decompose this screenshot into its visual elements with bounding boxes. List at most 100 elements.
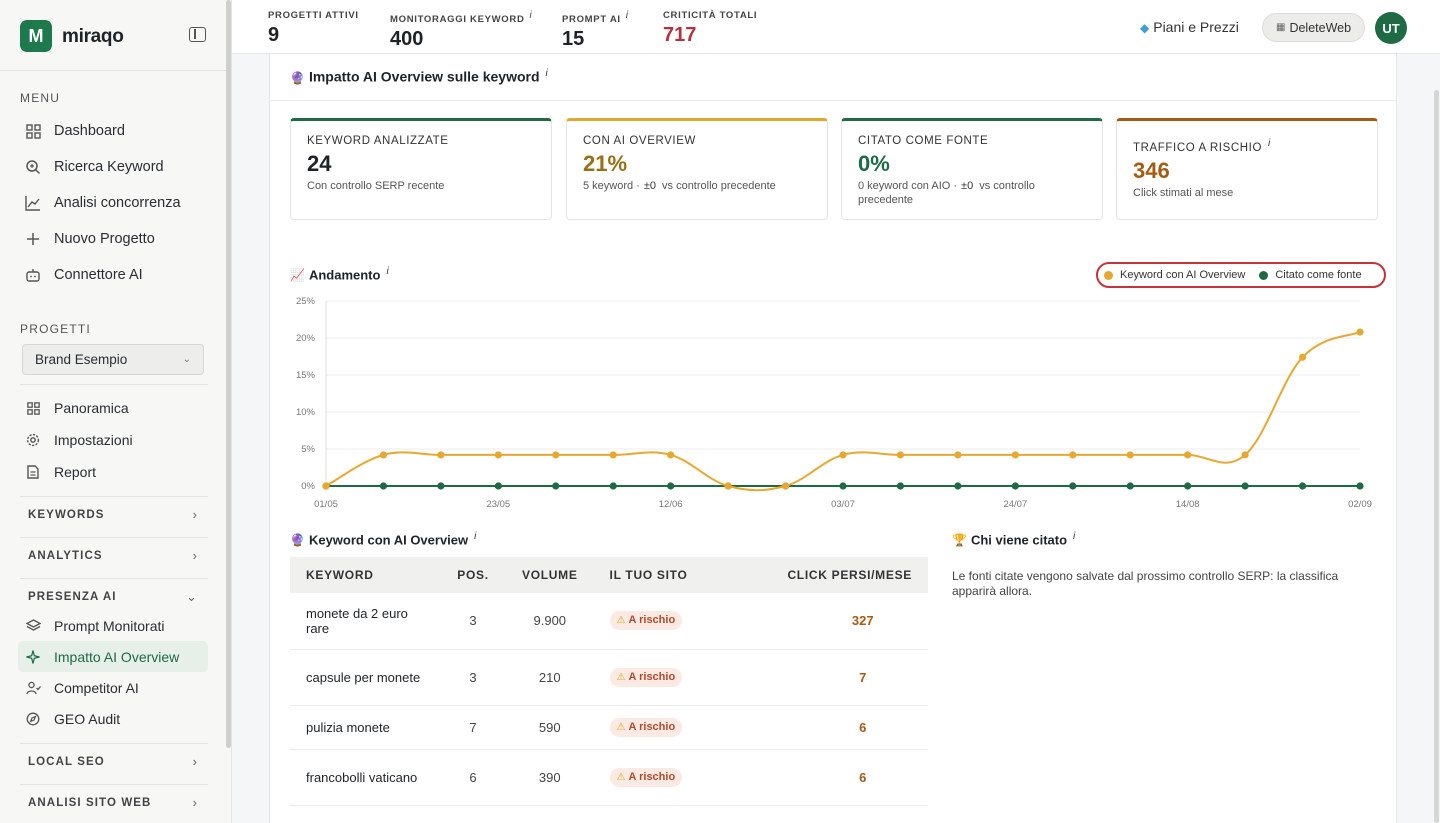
col-keyword[interactable]: KEYWORD	[290, 557, 440, 593]
project-select[interactable]: Brand Esempio ⌄	[22, 344, 204, 375]
data-point	[1241, 482, 1249, 490]
nav-report[interactable]: Report	[20, 457, 208, 487]
cited-note: Le fonti citate vengono salvate dal pros…	[952, 569, 1339, 598]
data-point	[494, 482, 502, 490]
warning-icon: ⚠	[616, 671, 626, 683]
cell-status: ⚠ A rischio	[593, 705, 744, 750]
data-point	[437, 482, 445, 490]
table-row[interactable]: francobolli vaticano 6 390 ⚠ A rischio 6	[290, 749, 928, 806]
projects-section-label: PROGETTI	[20, 322, 91, 336]
info-icon[interactable]: i	[625, 10, 629, 21]
data-point	[1184, 482, 1192, 490]
info-icon[interactable]: i	[1073, 531, 1076, 542]
search-icon	[24, 158, 42, 176]
data-point	[552, 451, 560, 459]
kpi-label: TRAFFICO A RISCHIO i	[1133, 138, 1271, 154]
nav-label: GEO Audit	[54, 711, 121, 727]
stat-label: PROMPT AI i	[562, 10, 629, 26]
avatar[interactable]: UT	[1375, 12, 1407, 44]
cell-status: ⚠ A rischio	[593, 593, 744, 650]
x-tick-label: 24/07	[1003, 499, 1027, 510]
divider	[20, 384, 208, 385]
cell-keyword: monete da 2 euro rare	[290, 593, 440, 650]
group-keywords[interactable]: KEYWORDS ›	[20, 496, 208, 532]
cell-keyword: capsule per monete	[290, 649, 440, 706]
main-panel: 🔮 Impatto AI Overview sulle keyword i KEYW…	[269, 54, 1397, 823]
info-icon[interactable]: i	[529, 10, 533, 21]
document-icon	[24, 463, 42, 481]
nav-impostazioni[interactable]: Impostazioni	[20, 425, 208, 455]
nav-analisi-concorrenza[interactable]: Analisi concorrenza	[20, 188, 208, 218]
nav-ricerca-keyword[interactable]: Ricerca Keyword	[20, 152, 208, 182]
nav-panoramica[interactable]: Panoramica	[20, 393, 208, 423]
table-row[interactable]: capsule per monete 3 210 ⚠ A rischio 7	[290, 649, 928, 706]
trend-title: 📈 Andamento i	[290, 266, 389, 283]
kpi-sub: Click stimati al mese	[1133, 186, 1234, 199]
gear-icon	[24, 431, 42, 449]
col-il-tuo-sito[interactable]: IL TUO SITO	[593, 557, 744, 593]
data-point	[609, 451, 617, 459]
nav-dashboard[interactable]: Dashboard	[20, 116, 208, 146]
nav-prompt-monitorati[interactable]: Prompt Monitorati	[20, 611, 208, 641]
nav-label: Ricerca Keyword	[54, 159, 164, 175]
cell-click-persi: 6	[743, 749, 928, 806]
data-point	[1011, 451, 1019, 459]
data-point	[1298, 353, 1307, 361]
data-point	[322, 482, 330, 490]
x-tick-label: 01/05	[314, 499, 338, 510]
group-analytics[interactable]: ANALYTICS ›	[20, 537, 208, 573]
col-click-persi[interactable]: CLICK PERSI/MESE	[743, 557, 928, 593]
nav-nuovo-progetto[interactable]: Nuovo Progetto	[20, 224, 208, 254]
page-scrollbar[interactable]	[1434, 90, 1439, 823]
data-point	[379, 482, 388, 490]
kpi-value: 21%	[583, 151, 628, 176]
chevron-down-icon: ⌄	[186, 588, 198, 604]
cell-status: ⚠ A rischio	[593, 749, 744, 806]
cell-volume: 590	[506, 705, 594, 750]
nav-geo-audit[interactable]: GEO Audit	[20, 704, 208, 734]
stat-criticita-totali: CRITICITÀ TOTALI 717	[663, 10, 757, 47]
data-point	[1126, 482, 1134, 490]
group-analisi-sito-web[interactable]: ANALISI SITO WEB ›	[20, 784, 208, 820]
col-pos[interactable]: POS.	[440, 557, 506, 593]
robot-icon	[24, 266, 42, 284]
info-icon[interactable]: i	[1268, 138, 1271, 149]
info-icon[interactable]: i	[386, 266, 389, 277]
table-row[interactable]: pulizia monete 7 590 ⚠ A rischio 6	[290, 705, 928, 750]
workspace-chip[interactable]: ▦ DeleteWeb	[1262, 13, 1366, 42]
info-icon[interactable]: i	[545, 68, 548, 79]
legend-dot	[1104, 270, 1113, 280]
group-local-seo[interactable]: LOCAL SEO ›	[20, 743, 208, 779]
table-row[interactable]: monete da 2 euro rare 3 9.900 ⚠ A rischio…	[290, 593, 928, 650]
stat-label: PROGETTI ATTIVI	[268, 10, 359, 21]
nav-impatto-ai-overview[interactable]: Impatto AI Overview	[18, 641, 208, 672]
legend-item-cited[interactable]: Citato come fonte	[1259, 269, 1362, 281]
data-point	[954, 482, 962, 490]
kpi-value: 0%	[858, 151, 890, 176]
warning-icon: ⚠	[616, 721, 626, 733]
cited-title: 🏆 Chi viene citato i	[952, 531, 1076, 548]
group-presenza-ai[interactable]: PRESENZA AI ⌄	[20, 578, 208, 614]
data-point	[379, 451, 388, 459]
cell-volume: 9.900	[506, 593, 594, 650]
sidebar-scrollbar[interactable]	[226, 0, 231, 748]
status-badge: ⚠ A rischio	[609, 717, 683, 737]
plans-link[interactable]: ◆ Piani e Prezzi	[1140, 19, 1239, 35]
data-point	[896, 482, 905, 490]
cell-volume: 210	[506, 649, 594, 706]
sidebar-toggle-icon[interactable]	[189, 27, 206, 42]
kpi-value: 24	[307, 151, 332, 176]
nav-label: Dashboard	[54, 123, 125, 139]
kpi-label: CITATO COME FONTE	[858, 135, 989, 147]
col-volume[interactable]: VOLUME	[506, 557, 594, 593]
nav-competitor-ai[interactable]: Competitor AI	[20, 673, 208, 703]
data-point	[552, 482, 560, 490]
info-icon[interactable]: i	[474, 531, 477, 542]
layers-icon	[24, 617, 42, 635]
nav-connettore-ai[interactable]: Connettore AI	[20, 260, 208, 290]
x-tick-label: 02/09	[1348, 499, 1372, 510]
legend-item-aio[interactable]: Keyword con AI Overview	[1104, 269, 1245, 281]
cell-status: ⚠ A rischio	[593, 649, 744, 706]
group-label: ANALISI SITO WEB	[28, 796, 152, 809]
panel-header: 🔮 Impatto AI Overview sulle keyword i	[270, 54, 1396, 101]
